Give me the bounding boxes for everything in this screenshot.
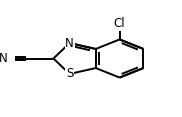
Text: N: N xyxy=(65,37,74,50)
Text: S: S xyxy=(66,67,73,80)
Text: N: N xyxy=(0,52,8,65)
Text: Cl: Cl xyxy=(114,17,125,30)
